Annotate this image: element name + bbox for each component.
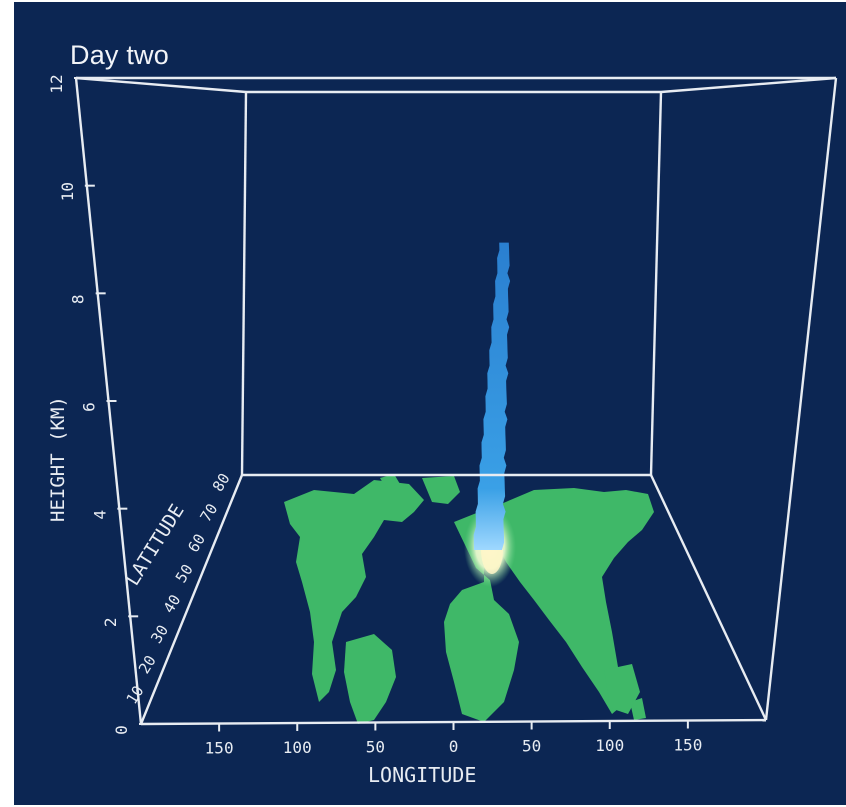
longitude-tick-label: 100 [283,738,312,757]
latitude-tick-label: 70 [197,500,222,525]
box-edge-back-right [649,91,663,476]
z-tick-label: 12 [47,74,66,93]
box-edge-top-right [660,76,837,94]
z-tick-label: 4 [90,510,109,520]
longitude-tick-label: 150 [673,736,702,755]
chart-title: Day two [70,40,169,70]
latitude-tick-label: 40 [160,591,185,616]
plume-column [473,242,511,550]
longitude-axis-label: LONGITUDE [368,763,476,787]
longitude-tick-label: 50 [366,738,385,757]
box-edge-front-right [764,77,838,721]
longitude-tick-label: 50 [522,737,541,756]
chart-panel: Day two [14,2,846,805]
box-edge-floor-left [139,474,244,725]
z-tick-label: 8 [69,295,88,305]
plot-area: 0 2 4 6 8 10 12 10 20 30 40 50 60 70 80 150 100 50 0 50 100 1… [47,74,838,787]
world-map-floor [284,474,654,724]
box-edge-back-left [240,91,248,476]
plume [464,242,516,587]
landmass-north-america [284,480,424,702]
latitude-tick-label: 50 [172,561,197,586]
box-edge-floor-right [649,474,768,721]
z-tick-label: 10 [58,182,77,201]
z-tick-label: 0 [112,725,131,735]
z-tick-label: 6 [80,402,99,412]
landmass-asia [494,488,654,714]
z-axis-label: HEIGHT (KM) [47,396,69,522]
landmass-europe-africa [444,510,519,722]
z-tick-label: 2 [101,618,120,628]
latitude-tick-label: 30 [147,622,172,647]
longitude-tick-label: 100 [595,736,624,755]
longitude-tick-label: 0 [449,737,459,756]
latitude-tick-label: 10 [123,683,148,708]
landmass-greenland [422,476,460,504]
latitude-tick-label: 20 [135,652,160,677]
landmass-australia [604,664,640,714]
longitude-tick-label: 150 [205,739,234,758]
latitude-tick-label: 80 [209,470,234,495]
box-edge-top-left [75,76,247,94]
latitude-tick-label: 60 [184,531,209,556]
landmass-south-america [344,634,396,724]
